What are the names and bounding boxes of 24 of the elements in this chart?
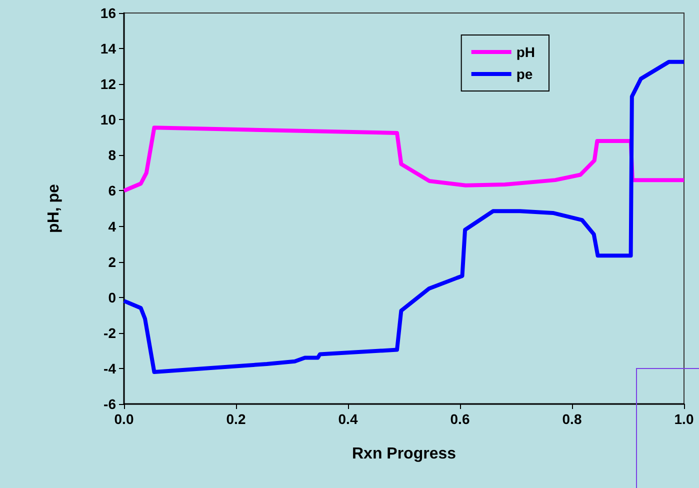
- x-tick-label: 0.4: [338, 411, 358, 427]
- y-tick-label: 4: [108, 218, 116, 234]
- y-tick-label: 0: [108, 289, 116, 306]
- y-tick-label: -4: [104, 360, 116, 376]
- y-axis-title: pH, pe: [46, 184, 62, 233]
- line-series: [122, 126, 686, 193]
- y-tick-label: 8: [108, 147, 116, 164]
- y-tick-label: 2: [108, 254, 116, 270]
- y-tick-label: -2: [104, 324, 116, 341]
- x-axis-title: Rxn Progress: [352, 446, 456, 462]
- x-tick-label: 0.8: [562, 411, 582, 427]
- x-tick-label: 0.2: [226, 411, 246, 427]
- legend-label: pH: [516, 44, 536, 60]
- x-tick-label: 0.0: [114, 411, 134, 427]
- legend-label: pe: [516, 66, 533, 82]
- y-tick-label: 16: [100, 5, 116, 21]
- y-tick-label: 14: [100, 40, 116, 57]
- y-tick-label: -6: [104, 396, 116, 412]
- y-tick-label: 6: [108, 182, 116, 199]
- y-tick-label: 12: [100, 76, 116, 92]
- x-tick-label: 0.6: [450, 411, 470, 427]
- line-series: [122, 60, 686, 374]
- y-tick-label: 10: [100, 112, 116, 128]
- x-tick-label: 1.0: [674, 411, 694, 427]
